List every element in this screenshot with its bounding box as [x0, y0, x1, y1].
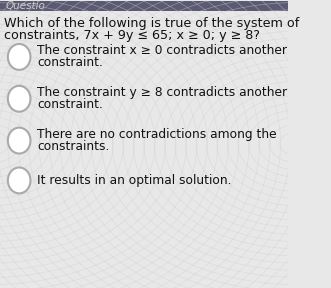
Text: There are no contradictions among the: There are no contradictions among the [37, 128, 277, 141]
Circle shape [8, 86, 30, 112]
Circle shape [8, 168, 30, 193]
Circle shape [8, 44, 30, 70]
Text: constraint.: constraint. [37, 98, 103, 111]
Text: Which of the following is true of the system of: Which of the following is true of the sy… [4, 17, 300, 30]
Text: It results in an optimal solution.: It results in an optimal solution. [37, 174, 232, 187]
Text: constraints, 7x + 9y ≤ 65; x ≥ 0; y ≥ 8?: constraints, 7x + 9y ≤ 65; x ≥ 0; y ≥ 8? [4, 29, 260, 42]
Text: The constraint x ≥ 0 contradicts another: The constraint x ≥ 0 contradicts another [37, 44, 287, 57]
Text: constraint.: constraint. [37, 56, 103, 69]
Circle shape [8, 128, 30, 154]
Text: The constraint y ≥ 8 contradicts another: The constraint y ≥ 8 contradicts another [37, 86, 288, 99]
Text: Questio: Questio [5, 1, 45, 11]
Text: constraints.: constraints. [37, 140, 110, 153]
Polygon shape [0, 1, 288, 11]
